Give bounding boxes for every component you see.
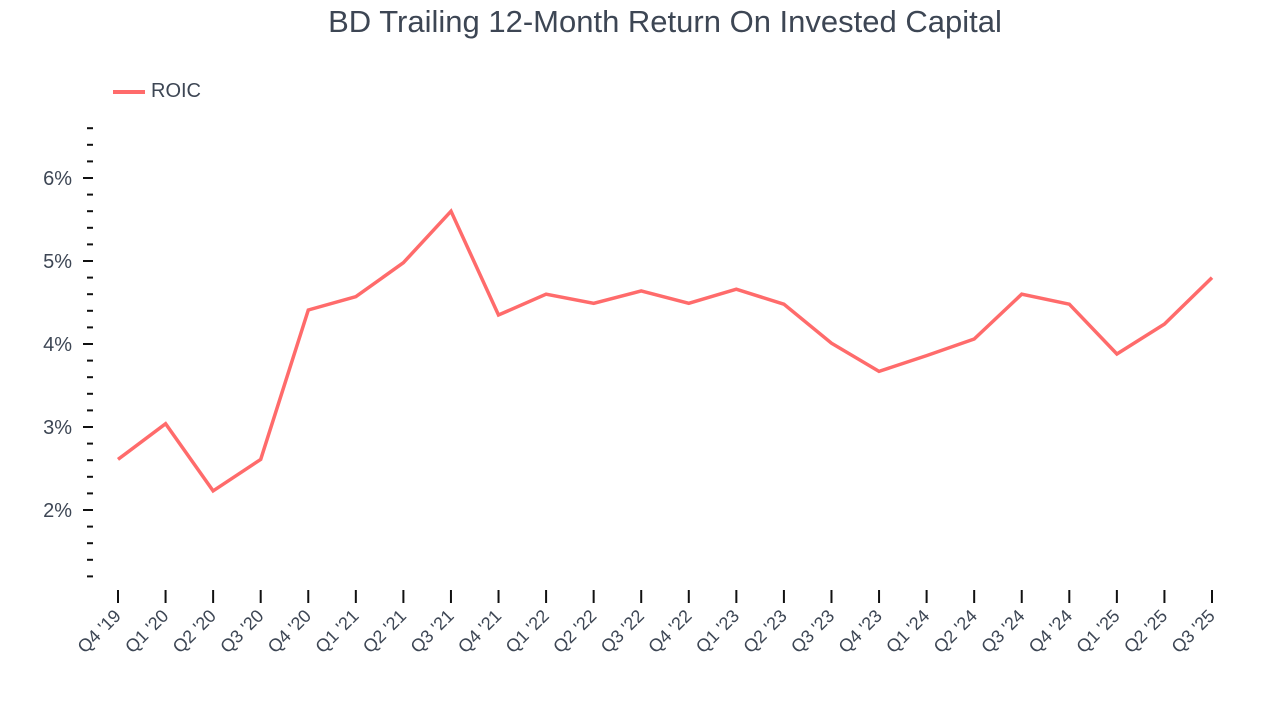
x-tick-label: Q3 '22 (597, 606, 648, 657)
x-tick-label: Q4 '20 (264, 606, 315, 657)
legend-swatch (113, 89, 145, 94)
y-tick-label: 5% (43, 251, 72, 273)
x-tick-label: Q2 '24 (930, 606, 981, 657)
y-tick-label: 4% (43, 334, 72, 356)
x-tick-label: Q1 '21 (311, 606, 362, 657)
x-tick-label: Q2 '22 (549, 606, 600, 657)
x-tick-label: Q3 '21 (407, 606, 458, 657)
roic-line (116, 208, 1214, 494)
chart-title: BD Trailing 12-Month Return On Invested … (328, 4, 1002, 39)
x-tick-label: Q2 '23 (739, 606, 790, 657)
y-tick-label: 2% (43, 500, 72, 522)
y-tick-label: 3% (43, 417, 72, 439)
x-tick-label: Q4 '22 (644, 606, 695, 657)
x-tick-label: Q2 '20 (169, 606, 220, 657)
x-tick-label: Q4 '23 (835, 606, 886, 657)
x-tick-label: Q4 '24 (1025, 606, 1076, 657)
x-tick-label: Q3 '23 (787, 606, 838, 657)
x-tick-label: Q3 '24 (977, 606, 1028, 657)
x-tick-label: Q1 '24 (882, 606, 933, 657)
y-tick-label: 6% (43, 168, 72, 190)
x-tick-label: Q4 '21 (454, 606, 505, 657)
legend-label: ROIC (151, 80, 201, 102)
x-tick-label: Q3 '25 (1168, 606, 1219, 657)
x-tick-label: Q1 '23 (692, 606, 743, 657)
legend: ROIC (113, 80, 201, 103)
x-tick-label: Q3 '20 (216, 606, 267, 657)
x-tick-label: Q2 '21 (359, 606, 410, 657)
x-tick-label: Q2 '25 (1120, 606, 1171, 657)
x-tick-label: Q1 '22 (502, 606, 553, 657)
x-tick-label: Q1 '20 (121, 606, 172, 657)
x-tick-label: Q1 '25 (1072, 606, 1123, 657)
x-tick-label: Q4 '19 (74, 606, 125, 657)
